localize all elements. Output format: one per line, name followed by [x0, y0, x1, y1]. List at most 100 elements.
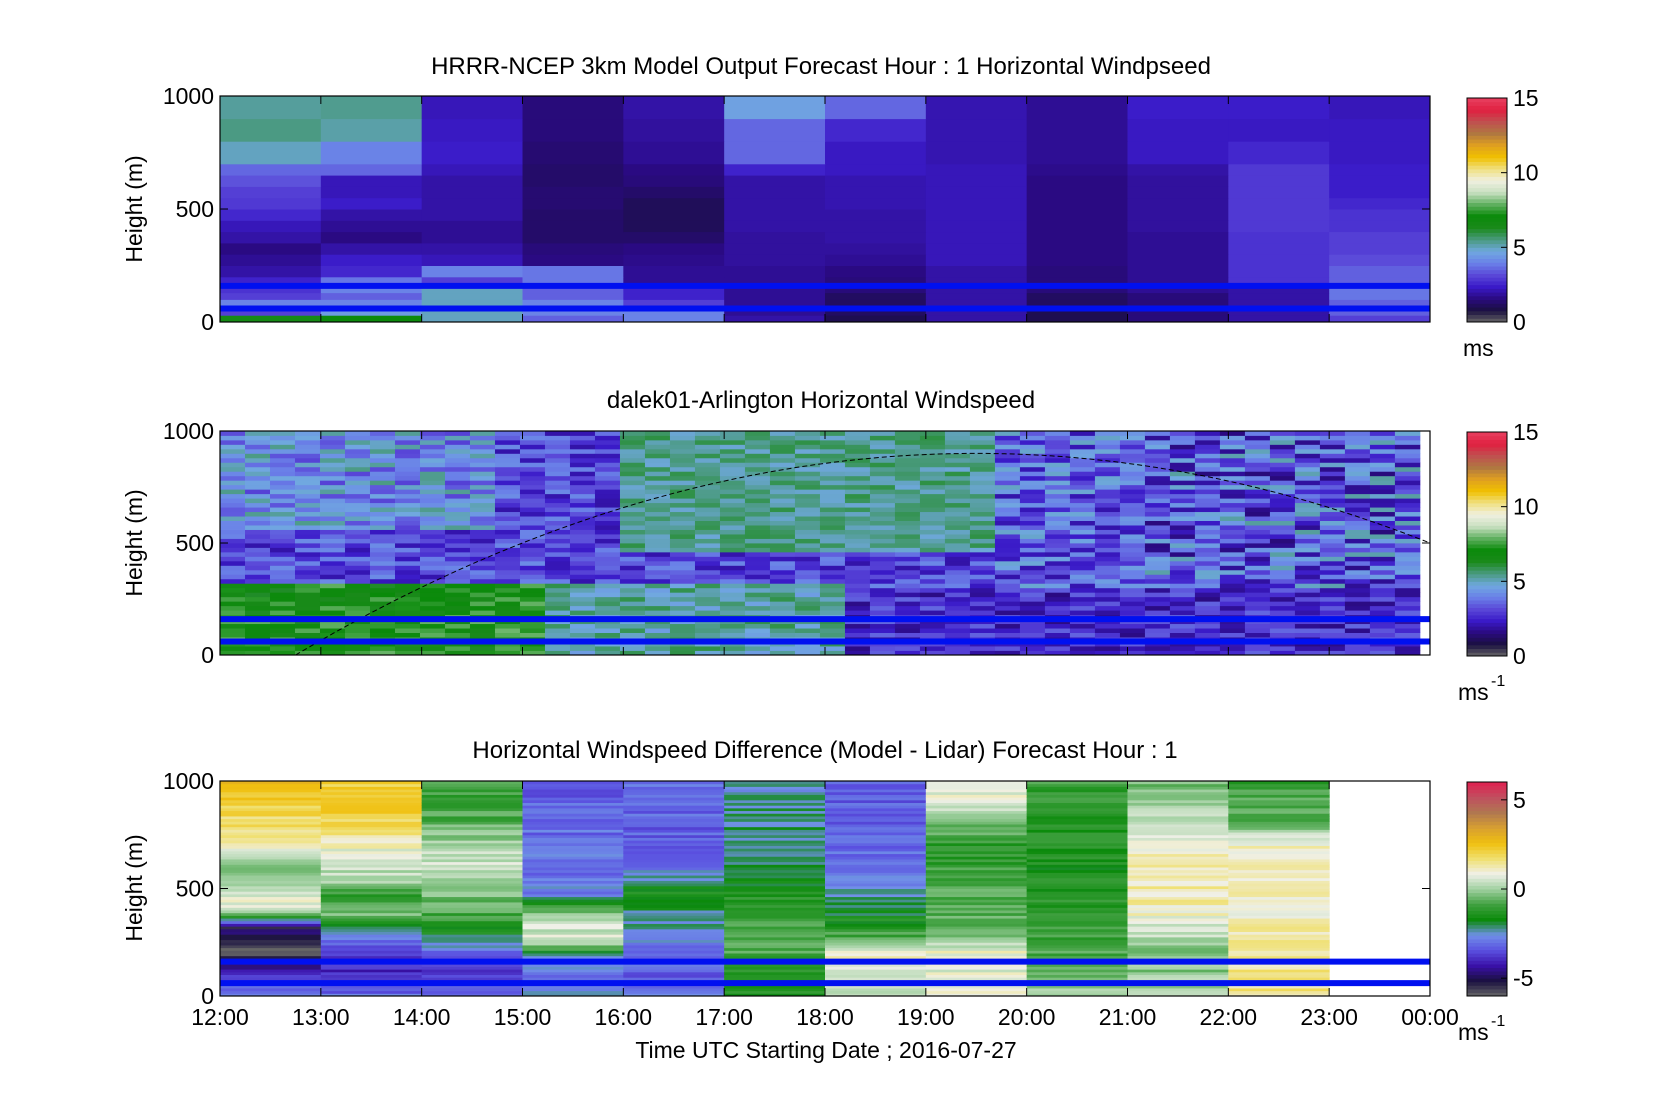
heatmap-cell — [421, 987, 523, 992]
heatmap-cell — [644, 601, 671, 607]
heatmap-cell — [623, 789, 725, 793]
heatmap-cell — [1294, 489, 1321, 495]
heatmap-cell — [320, 931, 423, 935]
heatmap-cell — [1319, 547, 1346, 553]
heatmap-cell — [925, 926, 1028, 930]
heatmap-cell — [544, 628, 571, 633]
heatmap-cell — [769, 601, 796, 607]
heatmap-cell — [320, 842, 423, 846]
heatmap-cell — [220, 96, 322, 120]
heatmap-cell — [994, 493, 1021, 499]
heatmap-cell — [469, 556, 496, 562]
colorbar-tick-label: 0 — [1513, 309, 1526, 335]
heatmap-cell — [694, 529, 721, 535]
heatmap-cell — [1244, 466, 1271, 472]
heatmap-cell — [1019, 623, 1046, 629]
heatmap-cell — [320, 899, 423, 903]
heatmap-cell — [619, 569, 646, 575]
heatmap-cell — [444, 632, 471, 638]
heatmap-cell — [344, 525, 371, 530]
heatmap-cell — [421, 791, 523, 795]
heatmap-cell — [421, 867, 523, 871]
heatmap-cell — [1044, 543, 1071, 548]
heatmap-cell — [769, 475, 796, 481]
heatmap-cell — [825, 197, 927, 210]
heatmap-cell — [522, 920, 624, 924]
heatmap-cell — [969, 493, 996, 499]
heatmap-cell — [344, 431, 371, 436]
heatmap-cell — [919, 431, 946, 436]
heatmap-cell — [220, 856, 322, 860]
heatmap-cell — [925, 797, 1028, 801]
heatmap-cell — [320, 791, 423, 795]
heatmap-cell — [1294, 578, 1321, 584]
heatmap-cell — [1044, 493, 1071, 499]
heatmap-cell — [419, 569, 446, 575]
heatmap-cell — [1026, 966, 1128, 970]
heatmap-cell — [544, 578, 571, 584]
heatmap-cell — [769, 448, 796, 454]
heatmap-cell — [623, 845, 725, 849]
heatmap-cell — [724, 797, 826, 801]
heatmap-cell — [619, 538, 646, 544]
heatmap-cell — [1026, 993, 1128, 997]
heatmap-cell — [844, 583, 871, 589]
heatmap-cell — [1127, 807, 1229, 812]
heatmap-cell — [319, 605, 346, 611]
heatmap-cell — [294, 565, 321, 571]
heatmap-cell — [1219, 444, 1246, 450]
colorbar-segment — [1467, 458, 1507, 463]
heatmap-cell — [1369, 583, 1396, 589]
heatmap-cell — [719, 605, 746, 611]
heatmap-cell — [969, 632, 996, 638]
heatmap-cell — [319, 578, 346, 584]
heatmap-cell — [925, 936, 1028, 941]
heatmap-cell — [1319, 650, 1346, 656]
heatmap-cell — [819, 471, 846, 477]
heatmap-cell — [522, 197, 624, 210]
heatmap-cell — [969, 480, 996, 486]
heatmap-cell — [1244, 646, 1271, 651]
colorbar-segment — [1467, 536, 1507, 541]
heatmap-cell — [794, 592, 821, 598]
heatmap-cell — [294, 587, 321, 593]
heatmap-cell — [594, 623, 621, 629]
heatmap-cell — [694, 466, 721, 472]
heatmap-cell — [421, 805, 523, 809]
heatmap-cell — [724, 837, 826, 841]
heatmap-cell — [421, 163, 523, 176]
heatmap-cell — [623, 987, 725, 992]
colorbar-segment — [1467, 251, 1507, 256]
heatmap-cell — [769, 529, 796, 535]
heatmap-cell — [1144, 466, 1171, 472]
heatmap-cell — [1269, 592, 1296, 598]
heatmap-cell — [844, 480, 871, 486]
colorbar-segment — [1467, 849, 1507, 854]
heatmap-cell — [1026, 896, 1128, 900]
heatmap-cell — [220, 489, 246, 495]
heatmap-cell — [794, 596, 821, 602]
heatmap-cell — [724, 186, 826, 199]
heatmap-cell — [669, 471, 696, 477]
heatmap-cell — [1269, 587, 1296, 593]
heatmap-cell — [994, 547, 1021, 553]
heatmap-cell — [1194, 587, 1221, 593]
heatmap-cell — [294, 502, 321, 508]
heatmap-cell — [421, 848, 523, 852]
colorbar-segment — [1467, 782, 1507, 787]
heatmap-cell — [944, 448, 971, 454]
heatmap-cell — [1344, 498, 1371, 504]
heatmap-cell — [320, 292, 423, 300]
heatmap-cell — [1069, 596, 1096, 602]
heatmap-cell — [344, 592, 371, 598]
heatmap-cell — [724, 118, 826, 142]
heatmap-cell — [1369, 489, 1396, 495]
heatmap-cell — [419, 525, 446, 530]
heatmap-cell — [245, 466, 271, 472]
heatmap-cell — [644, 453, 671, 459]
heatmap-cell — [220, 977, 322, 981]
heatmap-cell — [270, 466, 296, 472]
heatmap-cell — [1094, 547, 1121, 553]
heatmap-cell — [724, 920, 826, 924]
heatmap-cell — [1244, 610, 1271, 616]
